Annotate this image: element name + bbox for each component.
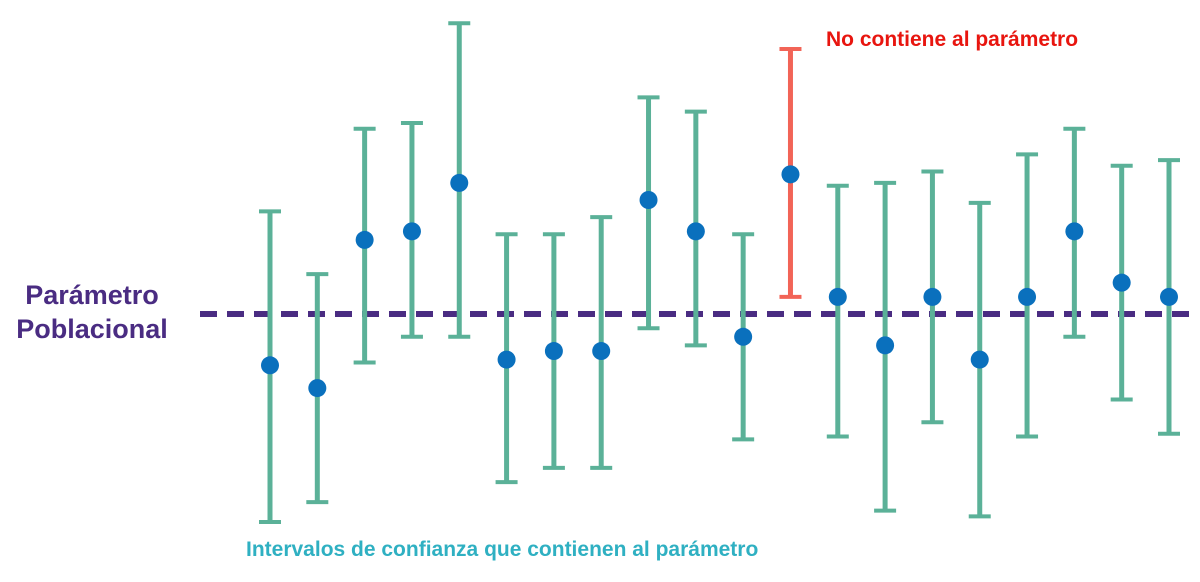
interval-13 xyxy=(826,183,849,439)
point-estimate xyxy=(355,230,374,249)
interval-3 xyxy=(353,126,376,365)
interval-7 xyxy=(542,232,565,470)
parameter-label-line2: Poblacional xyxy=(16,314,168,344)
point-estimate xyxy=(876,336,895,355)
parameter-label-line1: Parámetro xyxy=(25,280,159,310)
interval-9 xyxy=(637,95,660,331)
point-estimate xyxy=(828,287,847,306)
point-estimate xyxy=(923,287,942,306)
point-estimate xyxy=(781,165,800,184)
interval-16 xyxy=(968,200,991,519)
interval-18 xyxy=(1063,126,1086,339)
interval-2 xyxy=(306,272,329,505)
interval-17 xyxy=(1016,152,1039,439)
miss-annotation: No contiene al parámetro xyxy=(826,28,1079,51)
interval-11 xyxy=(732,232,755,442)
point-estimate xyxy=(450,173,469,192)
point-estimate xyxy=(497,350,516,369)
interval-15 xyxy=(921,169,944,425)
population-parameter-label: Parámetro Poblacional xyxy=(0,278,184,346)
interval-20 xyxy=(1158,158,1180,436)
point-estimate xyxy=(1065,222,1084,241)
point-estimate xyxy=(970,350,989,369)
interval-14 xyxy=(874,180,897,513)
interval-19 xyxy=(1110,163,1133,402)
point-estimate xyxy=(592,342,611,361)
point-estimate xyxy=(1112,273,1131,292)
confidence-intervals xyxy=(259,21,1180,525)
point-estimate xyxy=(544,342,563,361)
point-estimate xyxy=(686,222,705,241)
interval-12 xyxy=(779,46,802,299)
point-estimate xyxy=(261,356,279,375)
point-estimate xyxy=(1018,287,1037,306)
interval-8 xyxy=(590,215,613,470)
interval-5 xyxy=(448,21,471,339)
point-estimate xyxy=(308,379,327,398)
interval-1 xyxy=(259,209,281,525)
interval-4 xyxy=(400,121,423,339)
point-estimate xyxy=(639,191,658,209)
point-estimate xyxy=(734,327,753,346)
point-estimate xyxy=(1160,287,1178,306)
point-estimate xyxy=(402,222,421,241)
interval-10 xyxy=(684,109,707,348)
hit-annotation: Intervalos de confianza que contienen al… xyxy=(246,538,759,561)
interval-6 xyxy=(495,232,518,485)
